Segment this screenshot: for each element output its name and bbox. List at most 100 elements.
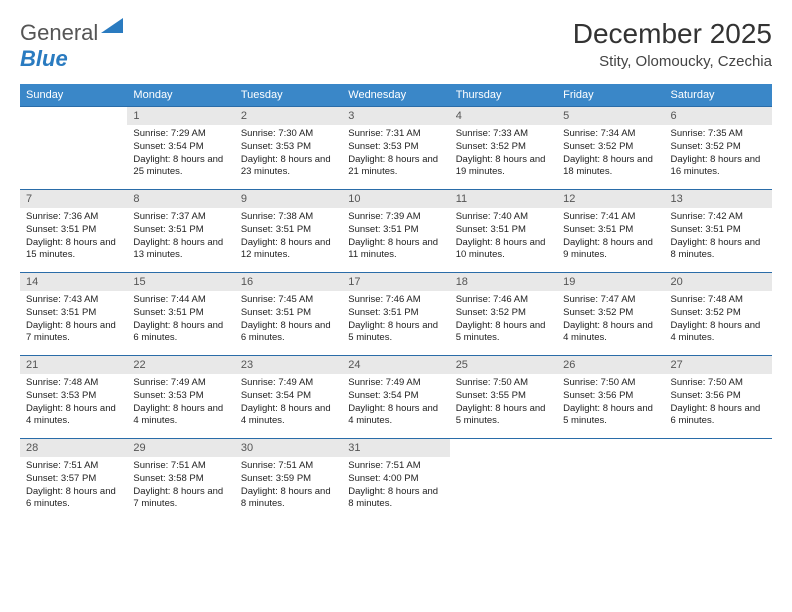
- day-details: Sunrise: 7:43 AMSunset: 3:51 PMDaylight:…: [20, 291, 127, 349]
- day-number: 29: [127, 439, 234, 457]
- day-number: 22: [127, 356, 234, 374]
- day-number: 11: [450, 190, 557, 208]
- day-cell: 10Sunrise: 7:39 AMSunset: 3:51 PMDayligh…: [342, 190, 449, 273]
- location: Stity, Olomoucky, Czechia: [573, 53, 772, 70]
- day-cell: 18Sunrise: 7:46 AMSunset: 3:52 PMDayligh…: [450, 273, 557, 356]
- week-row: 7Sunrise: 7:36 AMSunset: 3:51 PMDaylight…: [20, 190, 772, 273]
- day-details: Sunrise: 7:36 AMSunset: 3:51 PMDaylight:…: [20, 208, 127, 266]
- day-cell: 29Sunrise: 7:51 AMSunset: 3:58 PMDayligh…: [127, 439, 234, 522]
- day-number: 10: [342, 190, 449, 208]
- day-details: Sunrise: 7:51 AMSunset: 4:00 PMDaylight:…: [342, 457, 449, 515]
- week-row: 21Sunrise: 7:48 AMSunset: 3:53 PMDayligh…: [20, 356, 772, 439]
- day-details: Sunrise: 7:50 AMSunset: 3:56 PMDaylight:…: [665, 374, 772, 432]
- day-number: 27: [665, 356, 772, 374]
- day-details: Sunrise: 7:48 AMSunset: 3:52 PMDaylight:…: [665, 291, 772, 349]
- day-number: 5: [557, 107, 664, 125]
- day-cell: 26Sunrise: 7:50 AMSunset: 3:56 PMDayligh…: [557, 356, 664, 439]
- week-row: 1Sunrise: 7:29 AMSunset: 3:54 PMDaylight…: [20, 107, 772, 190]
- day-details: Sunrise: 7:41 AMSunset: 3:51 PMDaylight:…: [557, 208, 664, 266]
- day-details: Sunrise: 7:49 AMSunset: 3:53 PMDaylight:…: [127, 374, 234, 432]
- weekday-header: Monday: [127, 84, 234, 107]
- day-details: Sunrise: 7:45 AMSunset: 3:51 PMDaylight:…: [235, 291, 342, 349]
- day-cell: 22Sunrise: 7:49 AMSunset: 3:53 PMDayligh…: [127, 356, 234, 439]
- weekday-header: Thursday: [450, 84, 557, 107]
- day-number: 14: [20, 273, 127, 291]
- day-details: Sunrise: 7:51 AMSunset: 3:59 PMDaylight:…: [235, 457, 342, 515]
- day-cell: 13Sunrise: 7:42 AMSunset: 3:51 PMDayligh…: [665, 190, 772, 273]
- day-cell: 6Sunrise: 7:35 AMSunset: 3:52 PMDaylight…: [665, 107, 772, 190]
- day-number: 18: [450, 273, 557, 291]
- day-number: 31: [342, 439, 449, 457]
- day-details: Sunrise: 7:29 AMSunset: 3:54 PMDaylight:…: [127, 125, 234, 183]
- day-details: Sunrise: 7:47 AMSunset: 3:52 PMDaylight:…: [557, 291, 664, 349]
- day-number: 19: [557, 273, 664, 291]
- weekday-header: Sunday: [20, 84, 127, 107]
- day-number: 3: [342, 107, 449, 125]
- day-details: Sunrise: 7:33 AMSunset: 3:52 PMDaylight:…: [450, 125, 557, 183]
- day-number: 4: [450, 107, 557, 125]
- day-number: 9: [235, 190, 342, 208]
- day-details: Sunrise: 7:30 AMSunset: 3:53 PMDaylight:…: [235, 125, 342, 183]
- day-details: Sunrise: 7:50 AMSunset: 3:56 PMDaylight:…: [557, 374, 664, 432]
- day-details: Sunrise: 7:49 AMSunset: 3:54 PMDaylight:…: [342, 374, 449, 432]
- day-cell: [20, 107, 127, 190]
- day-details: Sunrise: 7:35 AMSunset: 3:52 PMDaylight:…: [665, 125, 772, 183]
- day-cell: 30Sunrise: 7:51 AMSunset: 3:59 PMDayligh…: [235, 439, 342, 522]
- day-cell: 27Sunrise: 7:50 AMSunset: 3:56 PMDayligh…: [665, 356, 772, 439]
- day-cell: 19Sunrise: 7:47 AMSunset: 3:52 PMDayligh…: [557, 273, 664, 356]
- day-details: Sunrise: 7:46 AMSunset: 3:52 PMDaylight:…: [450, 291, 557, 349]
- day-cell: 5Sunrise: 7:34 AMSunset: 3:52 PMDaylight…: [557, 107, 664, 190]
- day-cell: 20Sunrise: 7:48 AMSunset: 3:52 PMDayligh…: [665, 273, 772, 356]
- day-cell: 8Sunrise: 7:37 AMSunset: 3:51 PMDaylight…: [127, 190, 234, 273]
- calendar-table: Sunday Monday Tuesday Wednesday Thursday…: [20, 84, 772, 521]
- day-number: 24: [342, 356, 449, 374]
- day-cell: 21Sunrise: 7:48 AMSunset: 3:53 PMDayligh…: [20, 356, 127, 439]
- day-number: 30: [235, 439, 342, 457]
- day-number: 23: [235, 356, 342, 374]
- day-number: 8: [127, 190, 234, 208]
- logo: General Blue: [20, 18, 123, 72]
- day-details: Sunrise: 7:44 AMSunset: 3:51 PMDaylight:…: [127, 291, 234, 349]
- week-row: 14Sunrise: 7:43 AMSunset: 3:51 PMDayligh…: [20, 273, 772, 356]
- day-details: Sunrise: 7:50 AMSunset: 3:55 PMDaylight:…: [450, 374, 557, 432]
- month-title: December 2025: [573, 18, 772, 50]
- day-details: Sunrise: 7:51 AMSunset: 3:58 PMDaylight:…: [127, 457, 234, 515]
- day-cell: 17Sunrise: 7:46 AMSunset: 3:51 PMDayligh…: [342, 273, 449, 356]
- header: General Blue December 2025 Stity, Olomou…: [20, 18, 772, 72]
- day-number: 20: [665, 273, 772, 291]
- title-block: December 2025 Stity, Olomoucky, Czechia: [573, 18, 772, 70]
- day-number: 15: [127, 273, 234, 291]
- weekday-header: Friday: [557, 84, 664, 107]
- day-cell: 23Sunrise: 7:49 AMSunset: 3:54 PMDayligh…: [235, 356, 342, 439]
- day-cell: 25Sunrise: 7:50 AMSunset: 3:55 PMDayligh…: [450, 356, 557, 439]
- day-number: 12: [557, 190, 664, 208]
- day-number: 28: [20, 439, 127, 457]
- day-details: Sunrise: 7:34 AMSunset: 3:52 PMDaylight:…: [557, 125, 664, 183]
- day-cell: 4Sunrise: 7:33 AMSunset: 3:52 PMDaylight…: [450, 107, 557, 190]
- day-cell: 28Sunrise: 7:51 AMSunset: 3:57 PMDayligh…: [20, 439, 127, 522]
- day-number: 16: [235, 273, 342, 291]
- day-cell: 24Sunrise: 7:49 AMSunset: 3:54 PMDayligh…: [342, 356, 449, 439]
- day-cell: 9Sunrise: 7:38 AMSunset: 3:51 PMDaylight…: [235, 190, 342, 273]
- day-number: 7: [20, 190, 127, 208]
- day-details: Sunrise: 7:38 AMSunset: 3:51 PMDaylight:…: [235, 208, 342, 266]
- day-number: 6: [665, 107, 772, 125]
- logo-triangle-icon: [101, 18, 123, 33]
- day-details: Sunrise: 7:48 AMSunset: 3:53 PMDaylight:…: [20, 374, 127, 432]
- day-details: Sunrise: 7:46 AMSunset: 3:51 PMDaylight:…: [342, 291, 449, 349]
- day-number: 25: [450, 356, 557, 374]
- day-cell: 31Sunrise: 7:51 AMSunset: 4:00 PMDayligh…: [342, 439, 449, 522]
- day-cell: 3Sunrise: 7:31 AMSunset: 3:53 PMDaylight…: [342, 107, 449, 190]
- day-details: Sunrise: 7:51 AMSunset: 3:57 PMDaylight:…: [20, 457, 127, 515]
- weekday-header: Saturday: [665, 84, 772, 107]
- day-number: 21: [20, 356, 127, 374]
- day-cell: 12Sunrise: 7:41 AMSunset: 3:51 PMDayligh…: [557, 190, 664, 273]
- day-details: Sunrise: 7:37 AMSunset: 3:51 PMDaylight:…: [127, 208, 234, 266]
- logo-text-blue: Blue: [20, 46, 68, 71]
- day-cell: 7Sunrise: 7:36 AMSunset: 3:51 PMDaylight…: [20, 190, 127, 273]
- weekday-header: Wednesday: [342, 84, 449, 107]
- day-number: 26: [557, 356, 664, 374]
- day-details: Sunrise: 7:40 AMSunset: 3:51 PMDaylight:…: [450, 208, 557, 266]
- weekday-header: Tuesday: [235, 84, 342, 107]
- day-cell: 15Sunrise: 7:44 AMSunset: 3:51 PMDayligh…: [127, 273, 234, 356]
